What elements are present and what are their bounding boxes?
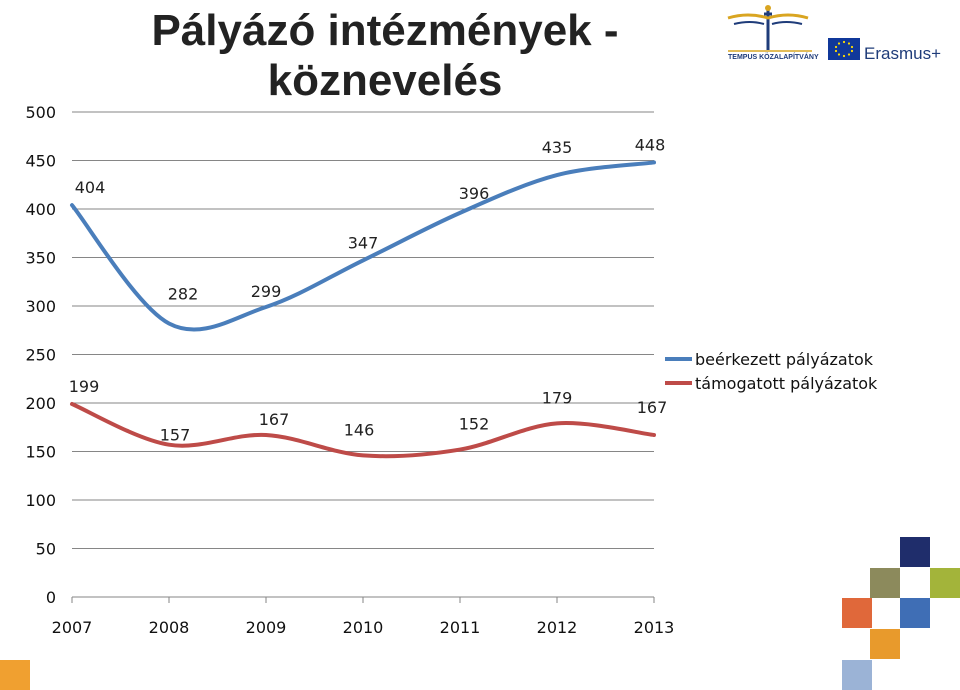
erasmus-logo-text: Erasmus+ (864, 44, 941, 63)
decor-square (842, 598, 872, 628)
chart-title-line1: Pályázó intézmények - (151, 6, 619, 55)
y-tick-label: 350 (25, 249, 56, 268)
y-tick-label: 150 (25, 443, 56, 462)
decor-square (930, 568, 960, 598)
y-axis-ticks: 0 50 100 150 200 250 300 350 400 450 500 (25, 103, 56, 607)
x-tick-label: 2010 (343, 618, 384, 637)
data-label: 146 (344, 420, 375, 439)
tempus-logo: TEMPUS KÖZALAPÍTVÁNY (727, 5, 819, 61)
series-line (70, 160, 656, 332)
x-tick-label: 2013 (634, 618, 675, 637)
y-tick-label: 250 (25, 346, 56, 365)
data-label: 396 (459, 184, 490, 203)
data-label: 347 (348, 233, 379, 252)
x-tick-label: 2011 (440, 618, 481, 637)
data-label: 152 (459, 415, 490, 434)
decor-square (0, 660, 30, 690)
y-tick-label: 500 (25, 103, 56, 122)
legend-label-received: beérkezett pályázatok (695, 349, 874, 369)
chart-title: Pályázó intézmények - köznevelés (120, 6, 650, 106)
data-label: 404 (75, 178, 106, 197)
data-label: 167 (637, 398, 668, 417)
y-tick-label: 400 (25, 200, 56, 219)
decor-square (870, 629, 900, 659)
legend-swatch-received (665, 357, 692, 361)
legend-label-supported: támogatott pályázatok (695, 373, 878, 393)
legend-item-received: beérkezett pályázatok (665, 342, 877, 376)
data-label: 199 (69, 377, 100, 396)
x-axis: 2007 2008 2009 2010 2011 2012 2013 (52, 596, 675, 637)
legend-swatch-supported (665, 381, 692, 385)
x-tick-label: 2009 (246, 618, 287, 637)
logos: TEMPUS KÖZALAPÍTVÁNY Erasmus+ (720, 4, 950, 64)
series-line (70, 401, 656, 459)
data-labels: 404 282 299 347 396 435 448 199 157 167 146 152 179 1… (69, 135, 668, 444)
data-label: 435 (542, 138, 573, 157)
x-tick-label: 2008 (149, 618, 190, 637)
legend-item-supported: támogatott pályázatok (665, 366, 877, 400)
tempus-logo-text: TEMPUS KÖZALAPÍTVÁNY (728, 52, 819, 61)
erasmus-logo: Erasmus+ (828, 38, 941, 63)
decor-square (842, 660, 872, 690)
data-label: 448 (635, 135, 666, 154)
data-label: 179 (542, 388, 573, 407)
data-label: 282 (168, 284, 199, 303)
series-lines (70, 160, 656, 459)
y-tick-label: 0 (46, 588, 56, 607)
y-tick-label: 200 (25, 394, 56, 413)
chart-title-line2: köznevelés (267, 56, 503, 105)
grid-lines (72, 111, 654, 549)
y-tick-label: 100 (25, 491, 56, 510)
x-tick-label: 2012 (537, 618, 578, 637)
decor-square (900, 537, 930, 567)
decor-square (900, 598, 930, 628)
y-tick-label: 450 (25, 152, 56, 171)
data-label: 157 (160, 426, 191, 445)
y-tick-label: 50 (36, 540, 56, 559)
y-tick-label: 300 (25, 297, 56, 316)
x-tick-label: 2007 (52, 618, 93, 637)
data-label: 299 (251, 282, 282, 301)
decor-square (870, 568, 900, 598)
logo-group: TEMPUS KÖZALAPÍTVÁNY Erasmus+ (727, 5, 941, 63)
data-label: 167 (259, 410, 290, 429)
legend: beérkezett pályázatok támogatott pályáza… (665, 342, 877, 400)
